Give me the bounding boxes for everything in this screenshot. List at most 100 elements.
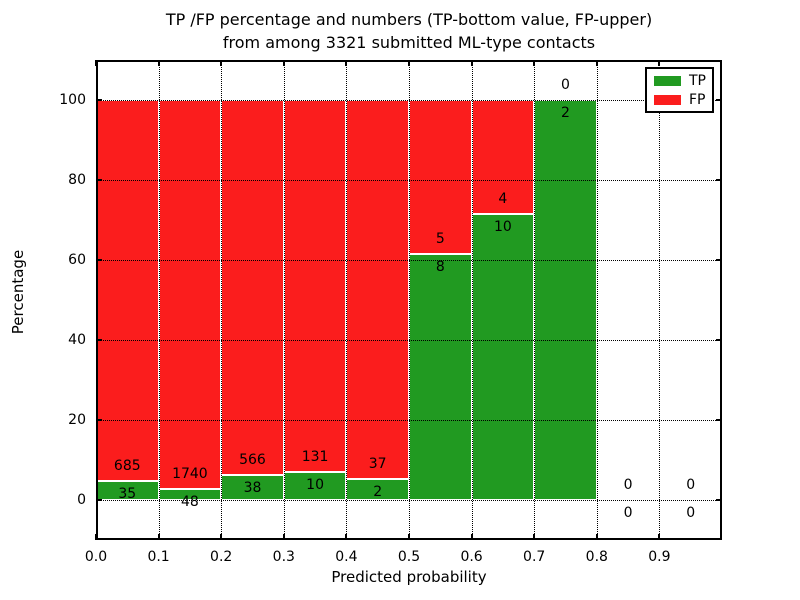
x-tick-mark-top [157,60,160,66]
chart-title-line2: from among 3321 submitted ML-type contac… [222,33,596,52]
y-tick-label: 60 [68,252,86,268]
x-tick-mark-top [408,60,410,66]
legend-entry-fp: FP [654,92,712,108]
y-tick-label: 40 [68,332,86,348]
bar-fp-segment [96,100,159,481]
y-tick-mark [96,259,102,261]
y-tick-label: 20 [68,412,86,428]
grid-line-vertical [158,60,160,540]
x-tick-label: 0.7 [523,549,546,565]
x-axis-label: Predicted probability [331,568,487,586]
fp-count-label: 685 [113,457,141,474]
bar-fp-segment [221,100,284,475]
x-tick-label: 0.4 [335,549,358,565]
y-tick-mark [96,99,102,101]
y-axis-label: Percentage [9,249,27,335]
fp-swatch-icon [654,94,681,105]
x-tick-mark-top [533,60,536,66]
fp-count-label: 0 [623,477,633,493]
tp-count-label: 10 [306,476,324,493]
bar-tp-segment [221,474,284,500]
legend-label-fp: FP [689,91,706,108]
fp-count-label: 1740 [172,466,208,483]
bar-fp-segment [158,100,222,490]
y-tick-mark-right [716,259,722,261]
y-tick-mark-right [716,499,722,501]
y-tick-label: 100 [59,92,86,108]
grid-line-vertical [283,60,285,540]
y-tick-mark-right [716,419,722,421]
fp-count-label: 131 [301,448,329,465]
bar-tp-segment [283,471,347,500]
bar-tp-segment [471,214,535,500]
chart-title: TP /FP percentage and numbers (TP-bottom… [96,8,722,54]
x-tick-mark-top [282,60,285,66]
y-tick-mark [96,179,102,181]
tp-count-label: 35 [118,485,137,502]
grid-line-vertical [409,60,410,540]
x-tick-mark [658,534,661,540]
x-tick-mark [345,534,348,540]
x-tick-mark [470,534,473,540]
bar-tp-segment [534,100,597,500]
x-tick-mark [282,534,285,540]
x-tick-mark-top [95,60,97,66]
fp-count-label: 5 [435,230,445,247]
tp-count-label: 38 [243,479,262,496]
tp-count-label: 10 [493,219,512,236]
x-tick-label: 0.2 [210,549,233,565]
x-tick-mark-top [345,60,348,66]
fp-count-label: 0 [561,77,570,93]
y-tick-label: 80 [68,172,86,188]
tp-count-label: 2 [373,484,383,501]
x-tick-label: 0.6 [460,549,483,565]
chart-title-line1: TP /FP percentage and numbers (TP-bottom… [165,10,653,29]
legend-label-tp: TP [689,72,706,89]
tp-count-label: 2 [561,105,570,121]
y-tick-mark-right [716,339,722,341]
tp-count-label: 48 [180,494,199,511]
grid-line-vertical [221,60,223,540]
fp-count-label: 0 [686,477,696,493]
bar-tp-segment [409,253,472,500]
legend: TP FP [645,67,714,113]
bar-fp-segment [346,100,409,480]
x-tick-mark-top [595,60,598,66]
grid-line-vertical [596,60,598,540]
x-tick-mark [408,534,410,540]
x-tick-label: 0.3 [272,549,295,565]
tp-count-label: 0 [686,505,696,521]
x-tick-label: 0.5 [397,549,421,565]
x-tick-label: 0.8 [585,549,608,565]
tp-swatch-icon [654,75,681,86]
y-tick-mark-right [716,99,722,101]
x-tick-mark [595,534,598,540]
fp-count-label: 4 [498,191,508,208]
x-tick-mark [95,534,97,540]
x-tick-label: 0.9 [648,549,671,565]
x-tick-mark-top [220,60,223,66]
x-tick-mark [220,534,223,540]
bar-fp-segment [409,100,472,254]
plot-area: 685 35 1740 48 566 38 131 10 37 2 5 8 4 10 0 2 0 0 0 0 [95,60,722,540]
fp-count-label: 37 [368,456,387,473]
grid-line-vertical [659,60,661,540]
x-tick-label: 0.1 [147,549,170,565]
y-tick-label: 0 [77,492,86,508]
x-tick-mark [157,534,160,540]
tp-count-label: 0 [623,505,633,521]
grid-line-vertical [534,60,536,540]
legend-entry-tp: TP [654,73,712,89]
x-tick-mark-top [470,60,473,66]
x-tick-mark [533,534,536,540]
y-tick-mark [96,339,102,341]
grid-line-vertical [471,60,473,540]
fp-count-label: 566 [239,451,266,468]
y-tick-mark-right [716,179,722,181]
grid-line-vertical [346,60,348,540]
x-tick-mark-top [658,60,661,66]
y-tick-mark [96,499,102,501]
x-tick-label: 0.0 [84,549,108,565]
tp-count-label: 8 [435,258,445,275]
